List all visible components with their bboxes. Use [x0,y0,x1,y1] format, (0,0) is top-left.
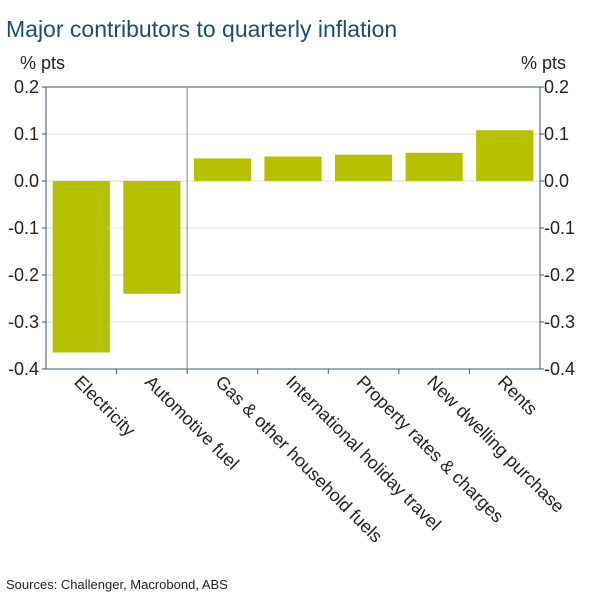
y-tick-label-right: 0.1 [544,124,569,144]
y-tick-label-left: -0.3 [8,312,39,332]
chart-title: Major contributors to quarterly inflatio… [6,16,398,42]
x-category-label: New dwelling purchase [423,372,568,517]
y-tick-label-right: -0.1 [544,218,575,238]
y-tick-label-right: 0.2 [544,77,569,97]
x-category-label: Electricity [70,372,139,441]
source-note: Sources: Challenger, Macrobond, ABS [6,577,228,592]
y-tick-label-right: -0.4 [544,359,575,379]
y-tick-label-left: 0.0 [14,171,39,191]
y-tick-label-left: -0.4 [8,359,39,379]
x-category-label: Property rates & charges [353,372,508,527]
bar [476,130,534,181]
y-tick-label-left: 0.1 [14,124,39,144]
bar-chart: 0.2 0.2 0.1 0.1 0.0 0.0 -0.1 -0.1 -0.2 -0.2 -0.3 -0… [8,77,575,546]
y-tick-label-left: 0.2 [14,77,39,97]
bar [193,158,252,181]
y-tick-label-right: -0.2 [544,265,575,285]
y-tick-label-left: -0.2 [8,265,39,285]
x-category-label: Rents [494,372,541,419]
y-axis-unit-left: % pts [20,53,66,73]
y-axis-unit-right: % pts [520,53,566,73]
bar [52,181,110,353]
y-tick-label-right: 0.0 [544,171,569,191]
y-tick-label-left: -0.1 [8,218,39,238]
y-tick-label-right: -0.3 [544,312,575,332]
bar [264,156,322,181]
bar [334,154,393,181]
bar [123,181,181,294]
bar [405,152,463,181]
